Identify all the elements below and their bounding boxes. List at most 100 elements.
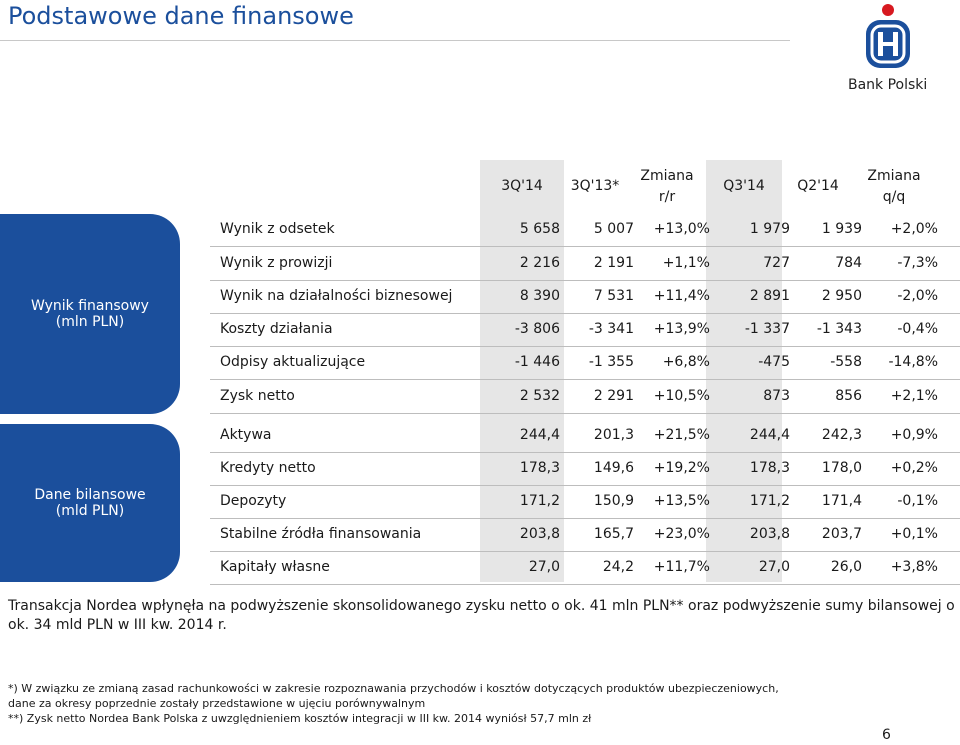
table-cell: 873 (763, 388, 790, 404)
table-cell: -558 (830, 354, 862, 370)
table-cell: +11,7% (653, 559, 710, 575)
table-row: Wynik z prowizji 2 216 2 191 +1,1% 727 784 -7,… (210, 247, 960, 281)
table-row: Kapitały własne 27,0 24,2 +11,7% 27,0 26,0 +3,… (210, 551, 960, 585)
table-cell: 171,2 (749, 493, 790, 509)
table-cell: -3 341 (588, 321, 634, 337)
table-cell: -7,3% (897, 255, 938, 271)
table-row: Wynik na działalności biznesowej 8 390 7 5… (210, 280, 960, 314)
table-cell: 201,3 (593, 427, 634, 443)
table-cell: 784 (835, 255, 862, 271)
group-label: Wynik finansowy (31, 298, 149, 314)
row-label: Odpisy aktualizujące (220, 354, 366, 370)
table-cell: +13,9% (653, 321, 710, 337)
table-cell: +6,8% (662, 354, 710, 370)
table-cell: 27,0 (758, 559, 790, 575)
row-label: Kapitały własne (220, 559, 330, 575)
table-cell: +11,4% (653, 288, 710, 304)
pko-logo-icon (866, 4, 910, 68)
footnote-line: *) W związku ze zmianą zasad rachunkowoś… (8, 682, 779, 695)
table-cell: 203,7 (821, 526, 862, 542)
row-label: Koszty działania (220, 321, 333, 337)
table-cell: +10,5% (653, 388, 710, 404)
col-header-3q14: 3Q'14 (501, 178, 543, 194)
table-cell: 244,4 (749, 427, 790, 443)
col-header-q314: Q3'14 (723, 178, 765, 194)
bank-name: Bank Polski (848, 77, 928, 93)
table-cell: 171,4 (821, 493, 862, 509)
table-cell: -3 806 (514, 321, 560, 337)
col-header-q214: Q2'14 (797, 178, 839, 194)
table-row: Koszty działania -3 806 -3 341 +13,9% -1 337… (210, 313, 960, 347)
table-cell: 178,3 (749, 460, 790, 476)
table-cell: -2,0% (897, 288, 938, 304)
table-cell: 242,3 (821, 427, 862, 443)
col-header-change-yy-sub: r/r (658, 189, 676, 205)
table-row: Zysk netto 2 532 2 291 +10,5% 873 856 +2,1% (210, 380, 960, 414)
row-label: Aktywa (220, 427, 272, 443)
table-cell: 24,2 (602, 559, 634, 575)
table-cell: +2,1% (890, 388, 938, 404)
table-cell: 8 390 (519, 288, 560, 304)
table-cell: -14,8% (888, 354, 938, 370)
table-row: Wynik z odsetek 5 658 5 007 +13,0% 1 979 1 93… (210, 213, 960, 247)
table-cell: -1 343 (816, 321, 862, 337)
header-divider (0, 40, 790, 41)
footnote-line: dane za okresy poprzednie zostały przeds… (8, 697, 426, 710)
table-cell: +13,5% (653, 493, 710, 509)
table-cell: 1 979 (749, 221, 790, 237)
page-number: 6 (882, 727, 891, 743)
table-cell: 27,0 (528, 559, 560, 575)
table-cell: +13,0% (653, 221, 710, 237)
table-cell: -1 355 (588, 354, 634, 370)
row-label: Wynik z prowizji (220, 255, 333, 271)
table-cell: 178,0 (821, 460, 862, 476)
table-cell: 727 (763, 255, 790, 271)
table-cell: +23,0% (653, 526, 710, 542)
group-label: Dane bilansowe (34, 487, 146, 503)
footnotes: *) W związku ze zmianą zasad rachunkowoś… (8, 681, 908, 726)
table-cell: -1 446 (514, 354, 560, 370)
row-label: Zysk netto (220, 388, 295, 404)
col-header-3q13: 3Q'13* (570, 178, 620, 194)
table-cell: +3,8% (890, 559, 938, 575)
table-cell: 2 532 (519, 388, 560, 404)
table-cell: 2 950 (821, 288, 862, 304)
table-cell: 26,0 (830, 559, 862, 575)
column-shade-3q14 (480, 160, 564, 582)
footnote-line: **) Zysk netto Nordea Bank Polska z uwzg… (8, 712, 592, 725)
table-cell: +19,2% (653, 460, 710, 476)
table-cell: 856 (835, 388, 862, 404)
row-label: Depozyty (220, 493, 287, 509)
table-cell: +1,1% (662, 255, 710, 271)
table-cell: 171,2 (519, 493, 560, 509)
table-row: Aktywa 244,4 201,3 +21,5% 244,4 242,3 +0,9% (210, 419, 960, 453)
table-cell: 203,8 (519, 526, 560, 542)
table-cell: 2 216 (519, 255, 560, 271)
table-cell: 178,3 (519, 460, 560, 476)
group-box-financial-result: Wynik finansowy (mln PLN) (0, 214, 180, 414)
table-cell: -0,1% (897, 493, 938, 509)
table-cell: 5 007 (593, 221, 634, 237)
table-cell: 149,6 (593, 460, 634, 476)
table-cell: 1 939 (821, 221, 862, 237)
row-label: Stabilne źródła finansowania (220, 526, 422, 542)
table-cell: 7 531 (593, 288, 634, 304)
col-header-change-qq-sub: q/q (882, 189, 906, 205)
group-box-balance-sheet: Dane bilansowe (mld PLN) (0, 424, 180, 582)
row-label: Kredyty netto (220, 460, 316, 476)
col-header-change-yy-label: Zmiana (640, 168, 694, 184)
table-cell: +21,5% (653, 427, 710, 443)
table-cell: +2,0% (890, 221, 938, 237)
table-cell: +0,1% (890, 526, 938, 542)
row-label: Wynik na działalności biznesowej (220, 288, 453, 304)
col-header-change-qq-label: Zmiana (867, 168, 921, 184)
table-cell: 2 291 (593, 388, 634, 404)
table-cell: 2 891 (749, 288, 790, 304)
page-title: Podstawowe dane finansowe (8, 2, 354, 30)
table-cell: 150,9 (593, 493, 634, 509)
table-row: Kredyty netto 178,3 149,6 +19,2% 178,3 178,0 +… (210, 452, 960, 486)
table-cell: +0,9% (890, 427, 938, 443)
table-row: Odpisy aktualizujące -1 446 -1 355 +6,8% -47… (210, 346, 960, 380)
column-shade-q314 (706, 160, 782, 582)
transaction-note: Transakcja Nordea wpłynęła na podwyższen… (8, 598, 955, 633)
